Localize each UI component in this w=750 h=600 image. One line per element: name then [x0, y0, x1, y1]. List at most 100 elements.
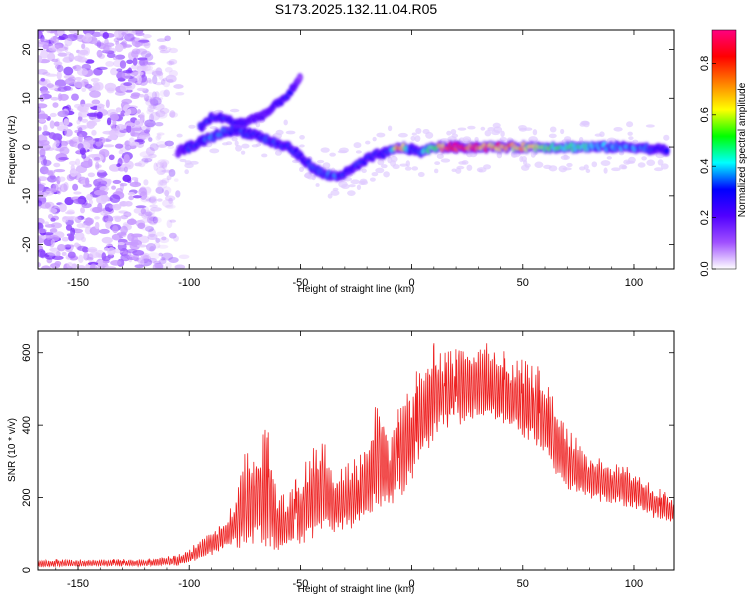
spectrogram-noise-blob — [64, 78, 76, 85]
spectrogram-noise-blob — [146, 215, 153, 224]
spectrogram-noise-blob — [38, 68, 48, 75]
spectrogram-halo-blob — [338, 180, 348, 188]
spectrogram-noise-blob — [162, 199, 174, 208]
spectrogram-noise-blob — [148, 196, 157, 203]
spectrogram-halo-blob — [387, 125, 393, 132]
spectrogram-noise-blob — [42, 44, 49, 50]
spectrogram-noise-blob — [139, 218, 151, 223]
spectrogram-noise-blob — [148, 153, 157, 159]
spectrogram-noise-blob — [146, 243, 157, 252]
spectrogram-noise-blob — [159, 169, 166, 175]
spectrogram-noise-blob — [73, 242, 80, 248]
spectrogram-noise-blob — [123, 82, 133, 87]
spectrogram-noise-blob — [85, 177, 90, 187]
spectrogram-noise-blob — [144, 60, 149, 65]
spectrogram-noise-blob — [140, 130, 150, 136]
spectrogram-halo-blob — [440, 158, 451, 163]
spectrogram-noise-blob — [144, 158, 149, 164]
spectrogram-halo-blob — [274, 150, 282, 156]
spectrogram-noise-blob — [144, 226, 154, 232]
spectrogram-noise-blob — [140, 208, 147, 215]
spectrogram-noise-blob — [66, 209, 75, 215]
spectrogram-noise-blob — [58, 157, 69, 161]
spectrogram-halo-blob — [347, 190, 356, 196]
spectrogram-noise-blob — [147, 200, 157, 204]
spectrogram-noise-blob — [93, 189, 106, 196]
spectrogram-halo-blob — [397, 132, 408, 138]
spectrogram-noise-blob — [139, 94, 145, 98]
spectrogram-noise-blob — [77, 143, 84, 151]
spectrogram-halo-blob — [446, 130, 452, 136]
spectrogram-halo-blob — [231, 137, 238, 142]
spectrogram-halo-blob — [458, 161, 467, 165]
spectrogram-noise-blob — [57, 243, 66, 252]
spectrogram-noise-blob — [82, 34, 93, 43]
spectrogram-noise-blob — [38, 190, 45, 199]
x-tick-label: 50 — [517, 578, 529, 590]
spectrogram-noise-blob — [119, 183, 128, 187]
spectrogram-noise-blob — [81, 118, 89, 123]
spectrogram-noise-blob — [126, 249, 138, 254]
spectrogram-noise-blob — [110, 127, 121, 136]
spectrogram-noise-blob — [158, 44, 168, 52]
spectrogram-noise-blob — [133, 207, 142, 214]
spectrogram-noise-blob — [175, 92, 185, 96]
spectrogram-noise-blob — [162, 80, 171, 88]
spectrogram-noise-blob — [157, 159, 170, 166]
x-tick-label: -150 — [67, 277, 89, 289]
spectrogram-noise-blob — [118, 149, 124, 155]
snr-x-label: Height of straight line (km) — [298, 584, 415, 595]
spectrogram-noise-blob — [134, 40, 141, 48]
spectrogram-noise-blob — [120, 225, 128, 235]
spectrogram-noise-blob — [76, 68, 89, 76]
y-tick-label: 20 — [21, 43, 33, 55]
spectrogram-noise-blob — [46, 30, 51, 34]
spectrogram-noise-blob — [56, 64, 64, 73]
spectrogram-noise-blob — [149, 143, 159, 152]
spectrogram-noise-blob — [43, 232, 54, 236]
spectrogram-noise-blob — [64, 38, 73, 47]
spectrogram-noise-blob — [161, 78, 166, 85]
spectrogram-halo-blob — [579, 166, 586, 171]
spectrogram-halo-blob — [663, 134, 670, 141]
spectrogram-noise-blob — [123, 241, 136, 246]
spectrogram-noise-blob — [150, 207, 162, 212]
spectrogram-halo-blob — [487, 126, 496, 132]
spectrogram-halo-blob — [392, 164, 400, 170]
spectrogram-halo-blob — [462, 136, 472, 143]
spectrogram-noise-blob — [80, 124, 91, 129]
spectrogram-halo-blob — [251, 144, 259, 148]
spectrogram-noise-blob — [115, 187, 124, 195]
spectrogram-noise-blob — [78, 134, 84, 143]
spectrogram-noise-blob — [168, 59, 178, 65]
spectrogram-noise-blob — [110, 115, 119, 121]
spectrogram-noise-blob — [145, 122, 155, 129]
spectrogram-noise-blob — [64, 244, 75, 248]
spectrogram-noise-blob — [142, 34, 152, 39]
spectrogram-noise-blob — [159, 160, 168, 169]
spectrogram-noise-blob — [136, 244, 148, 248]
spectrogram-noise-blob — [38, 118, 46, 123]
snr-x-ticks: -150 -100 -50 0 50 100 — [55, 331, 657, 590]
spectrogram-noise-blob — [138, 39, 150, 43]
spectrogram-noise-blob — [123, 44, 133, 48]
spectrogram-noise-blob — [50, 239, 56, 246]
spectrogram-noise-blob — [164, 189, 170, 197]
spectrogram-halo-blob — [332, 187, 339, 192]
spectrogram-noise-blob — [92, 118, 101, 123]
spectrogram-noise-blob — [49, 208, 58, 214]
spectrogram-halo-blob — [285, 130, 296, 135]
spectrogram-noise-blob — [73, 191, 82, 195]
spectrogram-noise-blob — [161, 178, 170, 184]
spectrogram-halo-blob — [387, 156, 393, 164]
spectrogram-noise-blob — [168, 47, 179, 54]
spectrogram-noise-blob — [173, 84, 184, 89]
spectrogram-noise-blob — [143, 129, 150, 134]
spectrogram-noise-blob — [152, 262, 164, 269]
spectrogram-noise-blob — [38, 106, 42, 114]
spectrogram-noise-blob — [112, 203, 122, 211]
spectrogram-noise-blob — [68, 234, 75, 242]
spectrogram-noise-blob — [106, 117, 112, 126]
spectrogram-noise-blob — [58, 176, 66, 182]
spectrogram-noise-blob — [154, 264, 163, 269]
